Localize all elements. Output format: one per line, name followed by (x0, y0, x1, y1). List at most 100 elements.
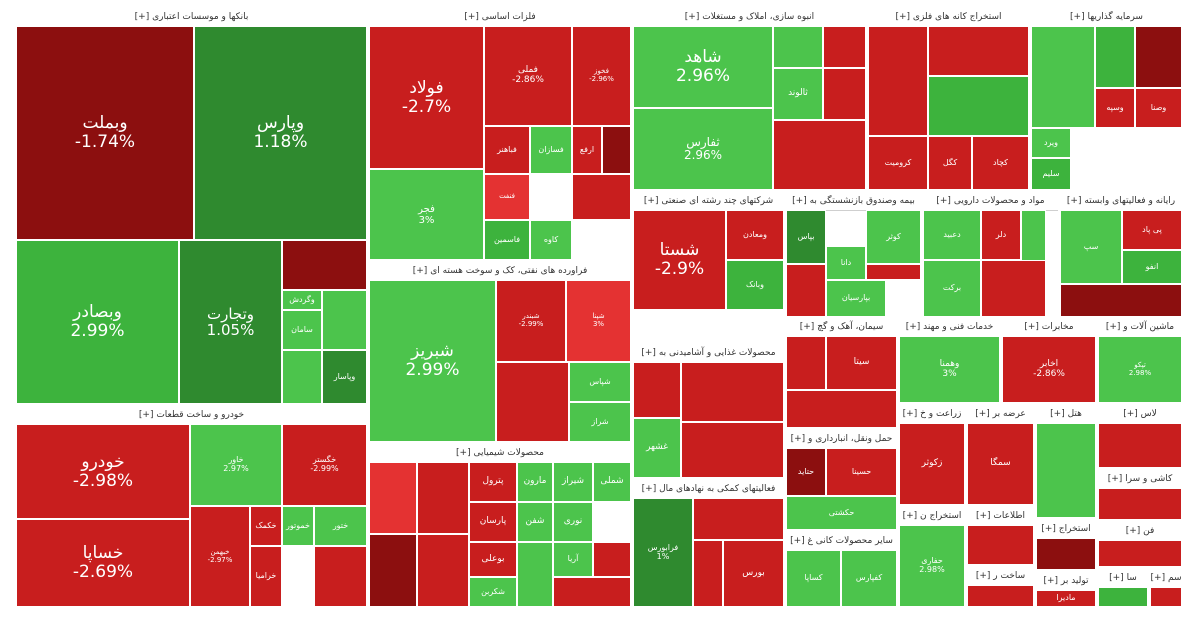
stock-tile-minor[interactable] (417, 534, 469, 607)
stock-tile-minor[interactable] (693, 540, 723, 607)
stock-tile-minor[interactable] (369, 534, 417, 607)
stock-tile[interactable]: فسازان (530, 126, 572, 174)
sector-header[interactable]: [+] اطلاعات (967, 507, 1034, 526)
sector-header[interactable]: [+] سایر محصولات کانی غ (786, 532, 897, 551)
sector-header[interactable]: [+] سا (1098, 569, 1148, 588)
stock-tile-minor[interactable] (322, 290, 367, 350)
sector-header[interactable]: [+] رایانه و فعالیتهای وابسته (1060, 192, 1182, 211)
stock-tile[interactable]: کچاد (972, 136, 1029, 190)
stock-tile[interactable]: شفن (517, 502, 553, 542)
sector-header[interactable]: [+] تولید بر (1036, 572, 1096, 591)
stock-tile[interactable]: فاسمین (484, 220, 530, 260)
sector-header[interactable]: [+] سم (1150, 569, 1182, 588)
stock-tile[interactable]: مادیرا (1036, 590, 1096, 607)
stock-tile[interactable]: سلیم (1031, 158, 1071, 190)
stock-tile[interactable]: وپارس 1.18% (194, 26, 367, 240)
stock-tile-minor[interactable] (496, 362, 569, 442)
stock-tile-minor[interactable] (1098, 423, 1182, 468)
stock-tile[interactable]: ختور (314, 506, 367, 546)
stock-tile-minor[interactable] (773, 26, 823, 68)
stock-tile[interactable]: انفو (1122, 250, 1182, 284)
stock-tile-minor[interactable] (786, 336, 826, 390)
stock-tile[interactable]: وپاسار (322, 350, 367, 404)
stock-tile[interactable]: فنفت (484, 174, 530, 220)
stock-tile[interactable]: نوری (553, 502, 593, 542)
stock-tile[interactable]: سیتا (826, 336, 897, 390)
stock-tile[interactable]: شستا -2.9% (633, 210, 726, 310)
sector-header[interactable]: [+] هتل (1036, 405, 1096, 424)
stock-tile[interactable]: تپکو 2.98% (1098, 336, 1182, 403)
stock-tile[interactable]: زکوثر (899, 423, 965, 505)
stock-tile-minor[interactable] (417, 462, 469, 534)
stock-tile[interactable]: حفاری 2.98% (899, 525, 965, 607)
stock-tile-minor[interactable] (314, 546, 367, 607)
stock-tile[interactable]: پارسان (469, 502, 517, 542)
stock-tile[interactable]: برکت (923, 260, 981, 317)
stock-tile[interactable]: ثفارس 2.96% (633, 108, 773, 190)
sector-header[interactable]: [+] عرضه بر (967, 405, 1034, 424)
sector-header[interactable]: [+] کاشی و سرا (1098, 470, 1182, 489)
stock-tile-minor[interactable] (282, 350, 322, 404)
sector-header[interactable]: [+] استخراج (1036, 520, 1096, 539)
stock-tile[interactable]: شیراز (553, 462, 593, 502)
sector-header[interactable]: [+] خدمات فنی و مهند (899, 318, 1000, 337)
stock-tile-minor[interactable] (823, 26, 866, 68)
stock-tile-minor[interactable] (369, 462, 417, 534)
stock-tile-minor[interactable] (633, 362, 681, 418)
stock-tile[interactable]: پی پاد (1122, 210, 1182, 250)
stock-tile[interactable]: خاور 2.97% (190, 424, 282, 506)
stock-tile[interactable]: کرومیت (868, 136, 928, 190)
stock-tile[interactable]: دعبید (923, 210, 981, 260)
sector-header[interactable]: [+] فلزات اساسی (369, 8, 631, 27)
stock-tile-minor[interactable] (1135, 26, 1182, 88)
stock-tile[interactable]: وهمنا 3% (899, 336, 1000, 403)
sector-header[interactable]: [+] فن (1098, 522, 1182, 541)
stock-tile[interactable]: خموتور (282, 506, 314, 546)
stock-tile[interactable]: کساپا (786, 550, 841, 607)
stock-tile[interactable]: مارون (517, 462, 553, 502)
stock-tile[interactable]: فملی -2.86% (484, 26, 572, 126)
stock-tile[interactable]: دانا (826, 246, 866, 280)
stock-tile[interactable]: فباهنر (484, 126, 530, 174)
stock-tile-minor[interactable] (823, 68, 866, 120)
stock-tile-minor[interactable] (1095, 26, 1135, 88)
stock-tile[interactable]: سمگا (967, 423, 1034, 505)
stock-tile[interactable]: حتاید (786, 448, 826, 496)
stock-tile[interactable]: شبریز 2.99% (369, 280, 496, 442)
stock-tile[interactable]: کاوه (530, 220, 572, 260)
stock-tile-minor[interactable] (1060, 284, 1182, 317)
stock-tile-minor[interactable] (681, 362, 784, 422)
stock-tile[interactable]: بوعلی (469, 542, 517, 577)
sector-header[interactable]: [+] حمل ونقل، انبارداری و (786, 430, 897, 449)
stock-tile[interactable]: فرابورس 1% (633, 498, 693, 607)
stock-tile[interactable]: شملی (593, 462, 631, 502)
sector-header[interactable]: [+] زراعت و خ (899, 405, 965, 424)
stock-tile[interactable]: شراز (569, 402, 631, 442)
stock-tile[interactable]: بپاس (786, 210, 826, 264)
sector-header[interactable]: [+] خودرو و ساخت قطعات (16, 406, 367, 425)
stock-tile-minor[interactable] (866, 264, 921, 280)
sector-header[interactable]: [+] استخراج کانه های فلزی (868, 8, 1029, 27)
stock-tile-minor[interactable] (981, 260, 1046, 317)
sector-header[interactable]: [+] شرکتهای چند رشته ای صنعتی (633, 192, 784, 211)
stock-tile-minor[interactable] (928, 76, 1029, 136)
stock-tile[interactable]: دلر (981, 210, 1021, 260)
stock-tile[interactable]: خبهمن -2.97% (190, 506, 250, 607)
stock-tile[interactable]: خگستر -2.99% (282, 424, 367, 506)
sector-header[interactable]: [+] محصولات شیمیایی (369, 444, 631, 463)
stock-tile[interactable]: وبانک (726, 260, 784, 310)
stock-tile[interactable]: فخوز -2.96% (572, 26, 631, 126)
stock-tile-minor[interactable] (967, 525, 1034, 565)
stock-tile-minor[interactable] (967, 585, 1034, 607)
stock-tile[interactable]: پترول (469, 462, 517, 502)
stock-tile[interactable]: شکربن (469, 577, 517, 607)
stock-tile[interactable]: بپارسیان (826, 280, 886, 317)
stock-tile[interactable]: ثالوند (773, 68, 823, 120)
stock-tile-minor[interactable] (786, 390, 897, 428)
stock-tile[interactable]: فولاد -2.7% (369, 26, 484, 169)
stock-tile-minor[interactable] (681, 422, 784, 478)
stock-tile-minor[interactable] (553, 577, 631, 607)
stock-tile[interactable]: شپنا 3% (566, 280, 631, 362)
stock-tile-minor[interactable] (593, 542, 631, 577)
sector-header[interactable]: [+] مخابرات (1002, 318, 1096, 337)
